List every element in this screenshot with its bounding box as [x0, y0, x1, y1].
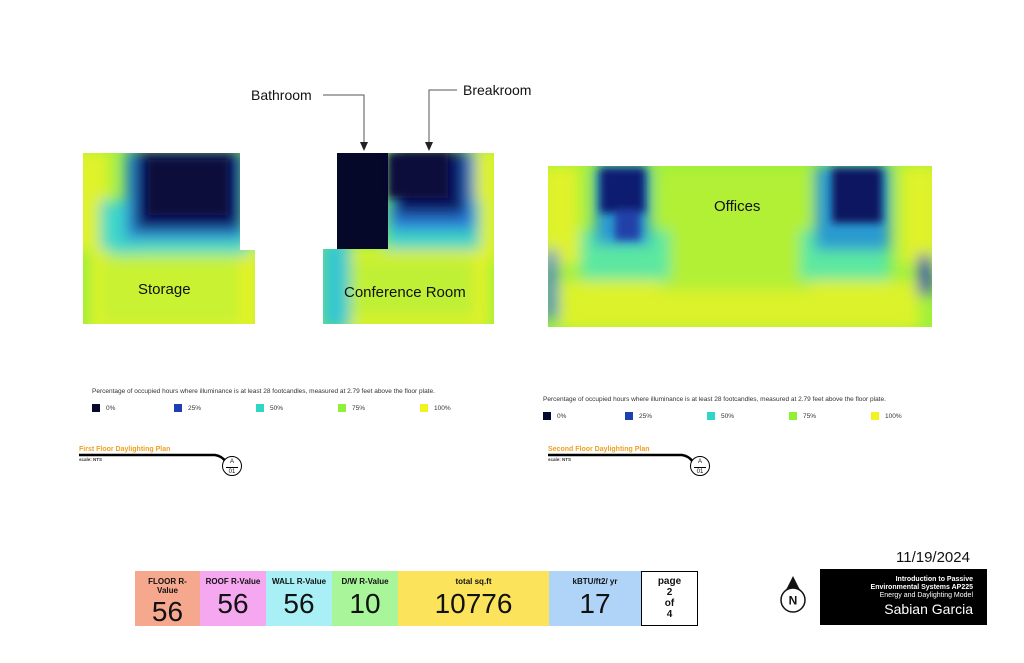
- stat-roof-r-value: ROOF R-Value 56: [200, 571, 266, 626]
- legend-item: 0%: [543, 412, 566, 420]
- legend-description-first: Percentage of occupied hours where illum…: [92, 388, 435, 395]
- legend-item: 50%: [707, 412, 734, 420]
- room-label-storage: Storage: [138, 281, 191, 298]
- legend-swatch: [420, 404, 428, 412]
- room-label-conference: Conference Room: [344, 284, 466, 301]
- legend-item: 75%: [789, 412, 816, 420]
- legend-item: 25%: [174, 404, 201, 412]
- legend-item: 100%: [871, 412, 902, 420]
- legend-swatch: [92, 404, 100, 412]
- plan-title-second: Second Floor Daylighting Plan: [548, 446, 650, 453]
- plan-scale-second: scale: NTS: [548, 457, 572, 462]
- legend-item: 100%: [420, 404, 451, 412]
- north-arrow-icon: N: [780, 576, 806, 613]
- north-label: N: [789, 594, 798, 608]
- title-author: Sabian Garcia: [884, 601, 973, 617]
- callout-breakroom: Breakroom: [463, 82, 532, 98]
- offices-heatmap: [548, 166, 932, 327]
- stat-dw-r-value: D/W R-Value 10: [332, 571, 398, 626]
- detail-badge-second: A 01: [690, 456, 710, 476]
- plan-scale-first: scale: NTS: [79, 457, 103, 462]
- callout-arrowheads: [360, 142, 433, 151]
- title-course-code: Environmental Systems AP225: [870, 584, 973, 591]
- stat-total-sqft: total sq.ft 10776: [398, 571, 549, 626]
- title-project: Energy and Daylighting Model: [879, 592, 973, 599]
- legend-item: 75%: [338, 404, 365, 412]
- stat-floor-r-value: FLOOR R-Value 56: [135, 571, 200, 627]
- stat-kbtu: kBTU/ft2/ yr 17: [549, 571, 641, 626]
- room-label-offices: Offices: [714, 198, 761, 215]
- detail-badge-first: A 01: [222, 456, 242, 476]
- legend-swatch: [256, 404, 264, 412]
- legend-swatch: [174, 404, 182, 412]
- legend-item: 50%: [256, 404, 283, 412]
- legend-swatch: [871, 412, 879, 420]
- legend-swatch: [338, 404, 346, 412]
- legend-swatch: [707, 412, 715, 420]
- date: 11/19/2024: [896, 549, 970, 566]
- conference-heatmap: [323, 153, 494, 324]
- page-indicator: page 2 of 4: [641, 571, 698, 626]
- legend-item: 25%: [625, 412, 652, 420]
- legend-swatch: [543, 412, 551, 420]
- title-course: Introduction to Passive: [895, 576, 973, 583]
- stat-wall-r-value: WALL R-Value 56: [266, 571, 332, 626]
- plan-title-first: First Floor Daylighting Plan: [79, 446, 171, 453]
- legend-swatch: [789, 412, 797, 420]
- legend-description-second: Percentage of occupied hours where illum…: [543, 396, 886, 403]
- callout-bathroom: Bathroom: [251, 87, 312, 103]
- title-block: Introduction to Passive Environmental Sy…: [820, 569, 987, 625]
- callout-leaders: [323, 89, 457, 146]
- legend-swatch: [625, 412, 633, 420]
- legend-item: 0%: [92, 404, 115, 412]
- storage-heatmap: [83, 153, 255, 324]
